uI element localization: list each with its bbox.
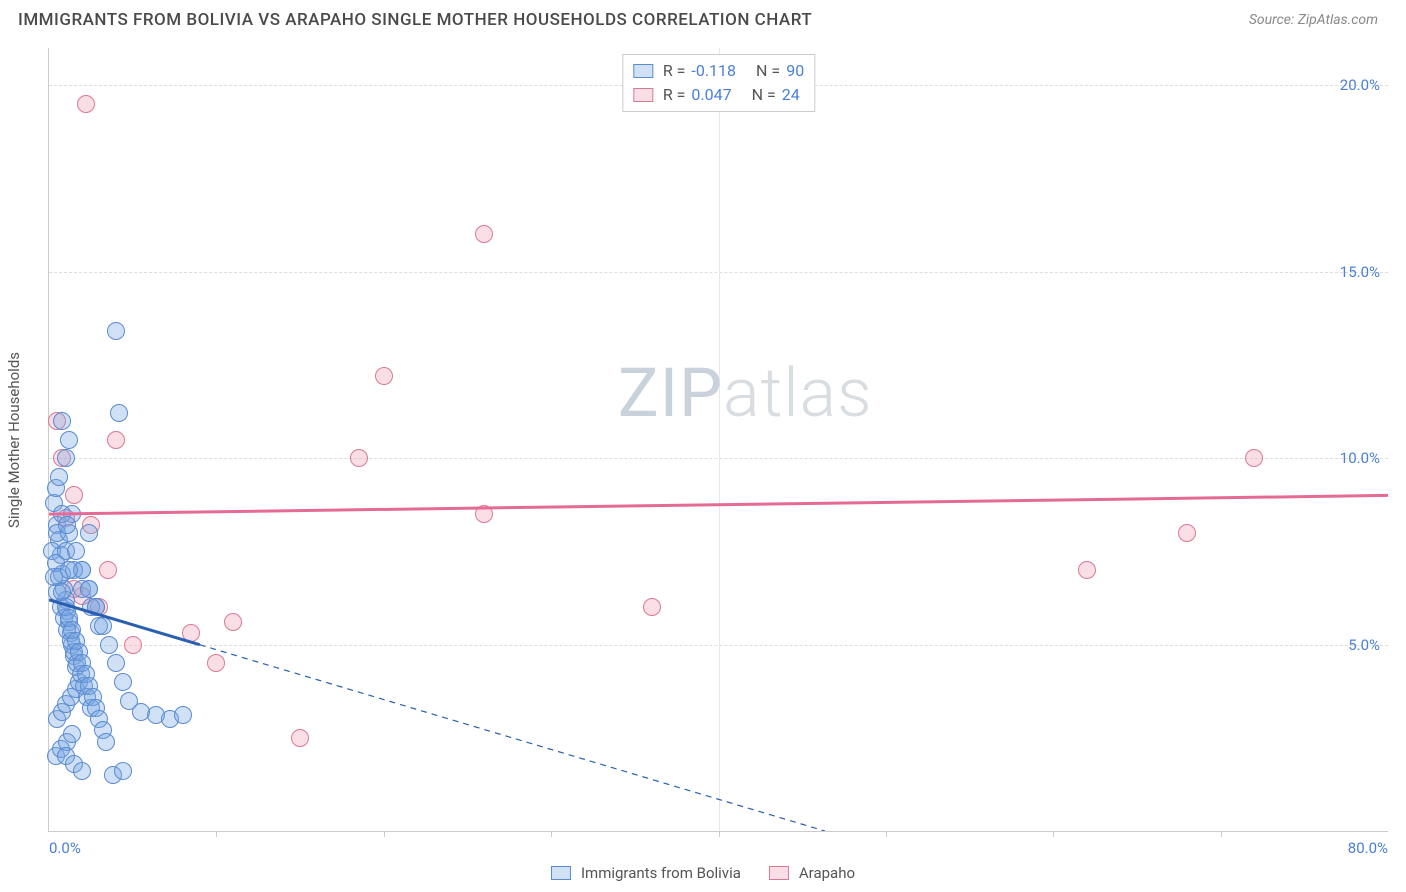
y-tick-label: 5.0% [1348, 636, 1380, 654]
legend-swatch [551, 866, 571, 880]
data-point [107, 322, 125, 340]
data-point [110, 404, 128, 422]
data-point [60, 431, 78, 449]
legend-swatch [633, 64, 653, 78]
x-tick-mark [216, 831, 217, 837]
watermark-zip: ZIP [618, 353, 723, 433]
data-point [182, 624, 200, 642]
source-credit: Source: ZipAtlas.com [1249, 12, 1378, 28]
legend-item: Immigrants from Bolivia [551, 864, 741, 882]
legend-label: Arapaho [799, 864, 855, 882]
data-point [1078, 561, 1096, 579]
x-tick-mark [551, 831, 552, 837]
data-point [60, 561, 78, 579]
legend-swatch [633, 88, 653, 102]
n-value: 90 [786, 59, 804, 83]
data-point [120, 692, 138, 710]
y-tick-label: 10.0% [1340, 449, 1380, 467]
data-point [224, 613, 242, 631]
data-point [207, 654, 225, 672]
data-point [63, 725, 81, 743]
x-tick-label: 80.0% [1348, 839, 1388, 857]
data-point [114, 673, 132, 691]
data-point [67, 542, 85, 560]
data-point [1178, 524, 1196, 542]
n-label: N = [756, 59, 780, 83]
data-point [80, 580, 98, 598]
data-point [1245, 449, 1263, 467]
r-value: -0.118 [691, 59, 736, 83]
data-point [80, 524, 98, 542]
x-tick-mark [384, 831, 385, 837]
stats-legend-row: R = 0.047 N = 24 [633, 83, 804, 107]
data-point [87, 598, 105, 616]
data-point [100, 636, 118, 654]
data-point [57, 449, 75, 467]
data-point [291, 729, 309, 747]
r-label: R = [663, 59, 686, 83]
series-legend: Immigrants from Bolivia Arapaho [551, 864, 855, 882]
y-tick-label: 20.0% [1340, 76, 1380, 94]
watermark-atlas: atlas [723, 353, 873, 433]
data-point [73, 762, 91, 780]
data-point [475, 505, 493, 523]
data-point [124, 636, 142, 654]
x-tick-mark [1053, 831, 1054, 837]
gridline-v [719, 48, 720, 831]
x-tick-mark [886, 831, 887, 837]
data-point [94, 617, 112, 635]
scatter-plot: Single Mother Households ZIPatlas R = -0… [48, 48, 1388, 832]
x-tick-mark [719, 831, 720, 837]
r-label: R = [663, 83, 686, 107]
n-label: N = [752, 83, 776, 107]
data-point [107, 431, 125, 449]
x-tick-mark [1221, 831, 1222, 837]
data-point [114, 762, 132, 780]
data-point [350, 449, 368, 467]
data-point [174, 706, 192, 724]
chart-title: IMMIGRANTS FROM BOLIVIA VS ARAPAHO SINGL… [18, 10, 812, 30]
data-point [643, 598, 661, 616]
y-tick-label: 15.0% [1340, 263, 1380, 281]
n-value: 24 [782, 83, 800, 107]
data-point [53, 412, 71, 430]
legend-swatch [769, 866, 789, 880]
legend-label: Immigrants from Bolivia [581, 864, 741, 882]
x-tick-label: 0.0% [49, 839, 81, 857]
stats-legend: R = -0.118 N = 90 R = 0.047 N = 24 [622, 54, 815, 112]
r-value: 0.047 [691, 83, 731, 107]
data-point [97, 733, 115, 751]
data-point [50, 468, 68, 486]
data-point [99, 561, 117, 579]
stats-legend-row: R = -0.118 N = 90 [633, 59, 804, 83]
data-point [58, 516, 76, 534]
data-point [475, 225, 493, 243]
data-point [65, 486, 83, 504]
watermark: ZIPatlas [618, 353, 873, 433]
data-point [77, 95, 95, 113]
chart-area: Single Mother Households ZIPatlas R = -0… [48, 48, 1388, 832]
y-axis-label: Single Mother Households [5, 351, 23, 527]
data-point [107, 654, 125, 672]
legend-item: Arapaho [769, 864, 855, 882]
data-point [375, 367, 393, 385]
